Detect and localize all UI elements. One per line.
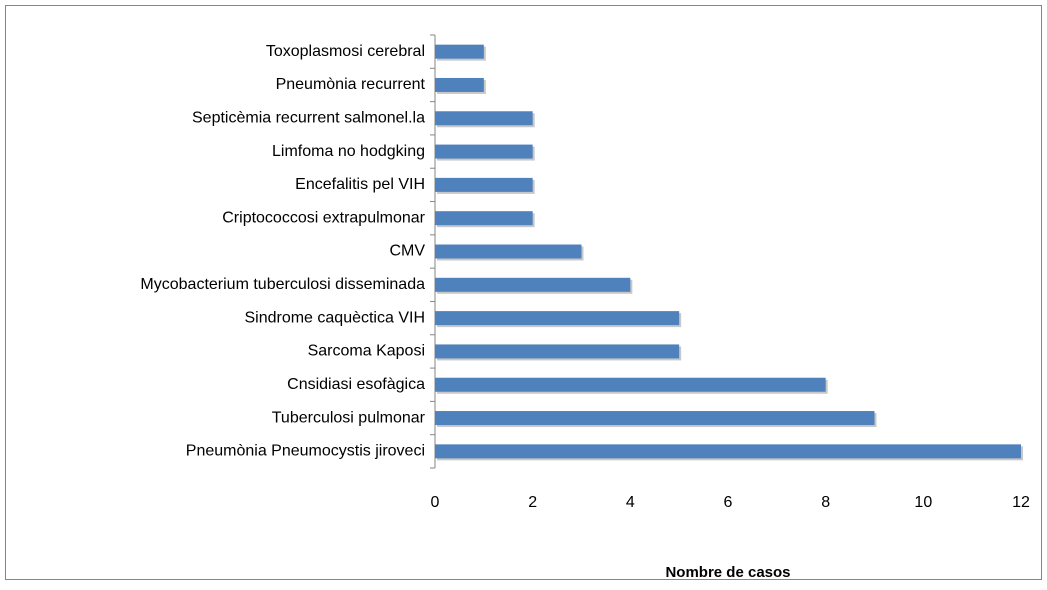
- y-tick-label: Encefalitis pel VIH: [295, 176, 425, 193]
- y-tick-label: Toxoplasmosi cerebral: [266, 43, 425, 60]
- bar: [435, 277, 631, 292]
- x-tick-label: 4: [626, 494, 635, 511]
- y-tick-label: Sindrome caquèctica VIH: [244, 309, 425, 326]
- bar: [435, 144, 533, 159]
- y-tick-label: Criptococcosi extrapulmonar: [222, 209, 425, 226]
- y-tick-label: Sarcoma Kaposi: [308, 343, 425, 360]
- bar: [435, 177, 533, 192]
- y-tick-label: Pneumònia Pneumocystis jiroveci: [186, 443, 425, 460]
- y-tick-label: Pneumònia recurrent: [276, 76, 426, 93]
- bar: [435, 377, 826, 392]
- bar: [435, 244, 582, 259]
- x-tick-label: 8: [821, 494, 830, 511]
- bar: [435, 211, 533, 226]
- bar: [435, 411, 875, 426]
- y-tick-label: Mycobacterium tuberculosi disseminada: [140, 276, 425, 293]
- x-axis-label: Nombre de casos: [665, 564, 790, 581]
- bar: [435, 444, 1021, 459]
- x-tick-label: 6: [724, 494, 733, 511]
- bar: [435, 344, 680, 359]
- bar: [435, 77, 484, 92]
- bar: [435, 311, 680, 326]
- y-tick-label: Cnsidiasi esofàgica: [287, 376, 425, 393]
- y-tick-label: Septicèmia recurrent salmonel.la: [192, 109, 425, 126]
- bar: [435, 44, 484, 59]
- x-tick-label: 12: [1012, 494, 1030, 511]
- x-tick-label: 0: [431, 494, 440, 511]
- y-tick-label: CMV: [389, 243, 425, 260]
- y-tick-label: Tuberculosi pulmonar: [272, 409, 426, 426]
- x-tick-label: 10: [914, 494, 932, 511]
- y-tick-label: Limfoma no hodgking: [272, 143, 425, 160]
- x-tick-label: 2: [528, 494, 537, 511]
- bar: [435, 111, 533, 126]
